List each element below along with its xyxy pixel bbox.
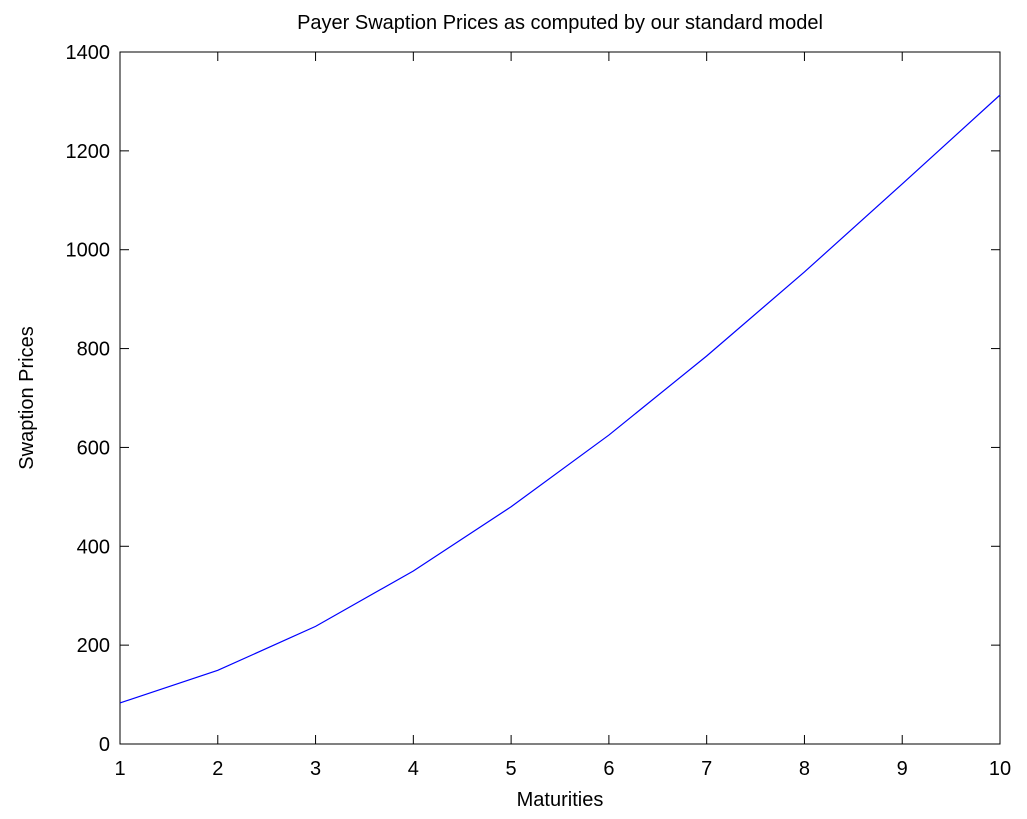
chart-title: Payer Swaption Prices as computed by our…: [297, 12, 823, 34]
y-tick-label: 1200: [66, 141, 111, 163]
y-tick-label: 800: [77, 339, 110, 361]
x-tick-label: 5: [506, 758, 517, 780]
x-tick-label: 4: [408, 758, 419, 780]
y-tick-label: 600: [77, 437, 110, 459]
x-tick-label: 2: [212, 758, 223, 780]
x-tick-label: 1: [114, 758, 125, 780]
series-layer: [119, 94, 1001, 704]
y-tick-label: 400: [77, 536, 110, 558]
plot-area: [119, 51, 1001, 745]
y-axis-label: Swaption Prices: [16, 326, 38, 469]
x-tick-label: 9: [897, 758, 908, 780]
y-axis: 0 200 400 600 800 1000 1200 1400: [66, 42, 1000, 756]
x-tick-label: 7: [701, 758, 712, 780]
x-axis: 1 2 3 4 5 6 7 8 9 10: [114, 52, 1011, 780]
y-tick-label: 1000: [66, 240, 111, 262]
y-tick-label: 200: [77, 635, 110, 657]
y-tick-label: 0: [99, 734, 110, 756]
series-line: [119, 94, 1001, 704]
x-tick-label: 10: [989, 758, 1011, 780]
x-tick-label: 8: [799, 758, 810, 780]
x-tick-label: 3: [310, 758, 321, 780]
x-tick-label: 6: [603, 758, 614, 780]
x-axis-label: Maturities: [517, 789, 604, 811]
y-tick-label: 1400: [66, 42, 111, 64]
